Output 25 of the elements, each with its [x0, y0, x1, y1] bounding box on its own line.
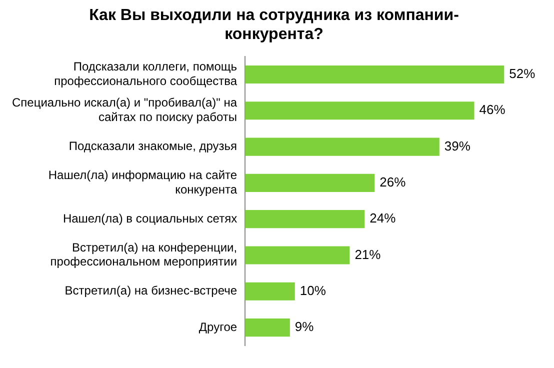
- y-tick-label: Нашел(ла) в социальных сетях: [62, 211, 238, 226]
- bar: [245, 138, 440, 156]
- data-label: 21%: [354, 246, 382, 262]
- y-tick-label: Специально искал(а) и "пробивал(а)" на сайтах по поиску работы: [12, 96, 238, 124]
- bar: [245, 65, 504, 84]
- y-tick-label: Подсказали знакомые, друзья: [68, 139, 238, 154]
- y-tick-label: Подсказали коллеги, помощь профессионального сообщества: [54, 60, 238, 88]
- y-tick-label: Встретил(а) на конференции, профессиональном мероприятии: [50, 240, 238, 269]
- y-tick-label: Встретил(а) на бизнес-встрече: [64, 284, 238, 298]
- data-label: 10%: [300, 282, 326, 298]
- bar: [245, 102, 474, 120]
- y-tick-label: Нашел(ла) информацию на сайте конкурента: [48, 168, 238, 196]
- bar: [245, 246, 350, 264]
- data-label: 9%: [294, 319, 314, 334]
- data-label: 52%: [509, 66, 536, 82]
- data-label: 46%: [479, 102, 506, 118]
- data-label: 24%: [370, 210, 396, 226]
- y-tick-label: Другое: [198, 320, 238, 334]
- bar: [245, 210, 365, 228]
- data-label: 26%: [380, 174, 406, 190]
- bar: [245, 318, 290, 337]
- bar: [245, 174, 375, 192]
- data-label: 39%: [444, 138, 471, 154]
- bar: [245, 282, 295, 300]
- chart-title: Как Вы выходили на сотрудника из компании-конкурента?: [89, 7, 459, 44]
